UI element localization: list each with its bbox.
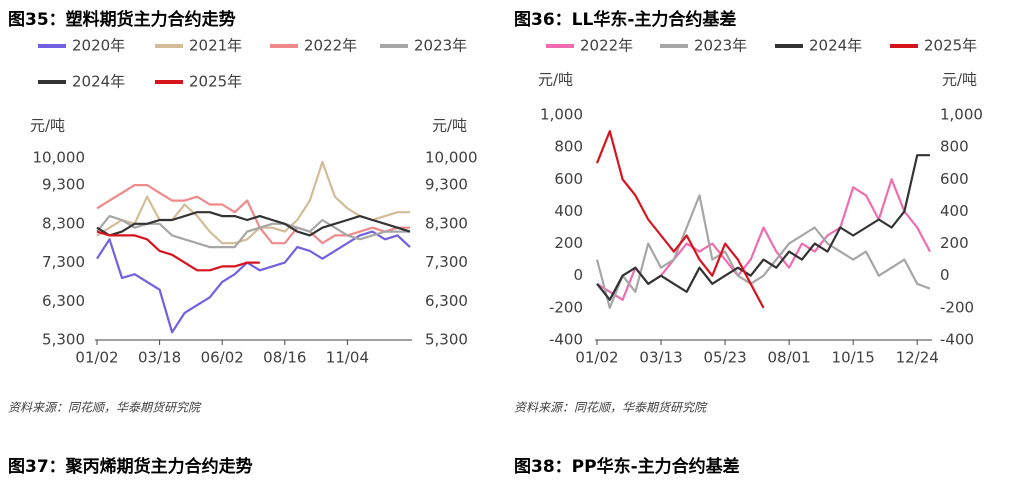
- y2-tick-label: 400: [940, 202, 969, 220]
- y2-tick-label: 10,000: [425, 149, 478, 167]
- x-tick-label: 11/04: [326, 349, 369, 367]
- y2-tick-label: -200: [940, 298, 974, 316]
- series-line: [96, 160, 410, 245]
- y-tick-label: 400: [554, 202, 583, 220]
- chart-title: 图35：塑料期货主力合约走势: [8, 9, 236, 30]
- x-tick-label: 08/16: [263, 349, 306, 367]
- series-line: [96, 211, 411, 237]
- y-tick-label: -200: [549, 298, 583, 316]
- x-tick-label: 06/02: [201, 349, 244, 367]
- y-tick-label: 800: [554, 138, 583, 156]
- y2-tick-label: -400: [940, 331, 974, 349]
- series-line: [96, 230, 411, 334]
- legend-label: 2023年: [694, 37, 747, 55]
- y-tick-label: 1,000: [540, 106, 583, 124]
- series-line: [96, 184, 410, 245]
- y2-tick-label: 800: [940, 138, 969, 156]
- figure-title: 图37：聚丙烯期货主力合约走势: [8, 456, 253, 477]
- y-tick-label: 6,300: [42, 292, 85, 310]
- y2-tick-label: 9,300: [425, 176, 468, 194]
- y-tick-label: 600: [554, 170, 583, 188]
- legend-label: 2022年: [304, 37, 357, 55]
- y-tick-label: 5,300: [42, 331, 85, 349]
- source-note: 资料来源：同花顺，华泰期货研究院: [514, 401, 708, 415]
- x-tick-label: 12/24: [896, 349, 939, 367]
- y2-tick-label: 8,300: [425, 214, 468, 232]
- x-tick-label: 08/01: [767, 349, 810, 367]
- x-tick-label: 01/02: [75, 349, 118, 367]
- legend-label: 2022年: [580, 37, 633, 55]
- y2-tick-label: 7,300: [425, 253, 468, 271]
- x-tick-label: 03/18: [138, 349, 181, 367]
- y2-tick-label: 0: [940, 266, 950, 284]
- x-tick-label: 10/15: [832, 349, 875, 367]
- x-tick-label: 03/13: [639, 349, 682, 367]
- y2-axis-unit: 元/吨: [432, 117, 467, 135]
- legend-label: 2025年: [924, 37, 977, 55]
- legend-label: 2021年: [189, 37, 242, 55]
- y-axis-unit: 元/吨: [538, 71, 573, 89]
- y2-axis-unit: 元/吨: [942, 71, 977, 89]
- y-axis-unit: 元/吨: [30, 117, 65, 135]
- y-tick-label: 10,000: [33, 149, 86, 167]
- y-tick-label: -400: [549, 331, 583, 349]
- y-tick-label: 9,300: [42, 176, 85, 194]
- y2-tick-label: 6,300: [425, 292, 468, 310]
- series-line: [595, 130, 765, 309]
- y-tick-label: 8,300: [42, 214, 85, 232]
- series-line: [596, 154, 930, 301]
- chart-title: 图36：LL华东-主力合约基差: [514, 9, 736, 30]
- legend-label: 2025年: [189, 73, 242, 91]
- y-tick-label: 200: [554, 234, 583, 252]
- figure-title: 图38：PP华东-主力合约基差: [514, 456, 740, 477]
- y-tick-label: 0: [573, 266, 583, 284]
- legend-label: 2020年: [72, 37, 125, 55]
- legend-label: 2024年: [809, 37, 862, 55]
- y2-tick-label: 5,300: [425, 331, 468, 349]
- y2-tick-label: 600: [940, 170, 969, 188]
- legend-label: 2023年: [414, 37, 467, 55]
- y-tick-label: 7,300: [42, 253, 85, 271]
- source-note: 资料来源：同花顺，华泰期货研究院: [8, 401, 202, 415]
- y2-tick-label: 200: [940, 234, 969, 252]
- x-tick-label: 05/23: [703, 349, 746, 367]
- series-line: [595, 194, 931, 309]
- x-tick-label: 01/02: [575, 349, 618, 367]
- y2-tick-label: 1,000: [940, 106, 983, 124]
- series-line: [96, 230, 260, 272]
- legend-label: 2024年: [72, 73, 125, 91]
